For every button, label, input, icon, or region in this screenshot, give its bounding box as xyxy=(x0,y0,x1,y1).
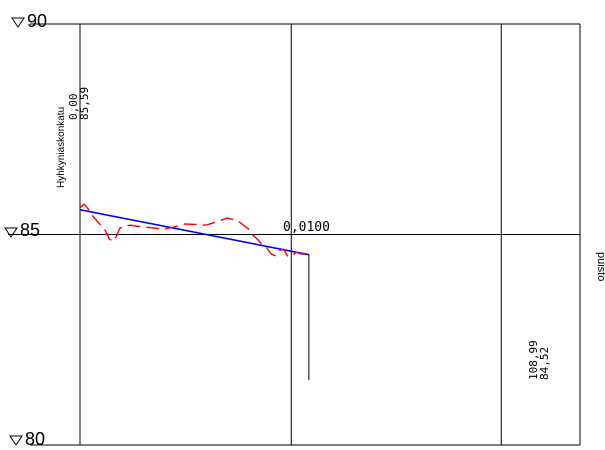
end-station-label: 108,99 xyxy=(527,340,540,380)
end-elevation-label: 84,52 xyxy=(538,347,551,380)
series-group xyxy=(79,203,310,258)
elevation-marker-85: 85 xyxy=(4,220,40,240)
start-elevation-label: 85,59 xyxy=(78,87,91,120)
ground-profile-line xyxy=(79,203,309,258)
grade-label: 0,0100 xyxy=(283,220,330,235)
elevation-label-80: 80 xyxy=(25,429,45,449)
edge-label: puisto xyxy=(595,252,605,281)
elevation-marker-80: 80 xyxy=(9,429,45,449)
elevation-label-85: 85 xyxy=(20,220,40,240)
street-name-label: Hyhkyniaskonkatu xyxy=(56,107,67,188)
triangle-down-icon xyxy=(11,17,25,28)
grid xyxy=(8,23,581,446)
design-grade-line xyxy=(79,208,310,256)
triangle-down-icon xyxy=(4,227,18,238)
triangle-down-icon xyxy=(9,435,23,446)
start-station-label: 0,00 xyxy=(67,94,80,121)
elevation-label-90: 90 xyxy=(27,11,47,31)
elevation-marker-90: 90 xyxy=(11,11,47,31)
